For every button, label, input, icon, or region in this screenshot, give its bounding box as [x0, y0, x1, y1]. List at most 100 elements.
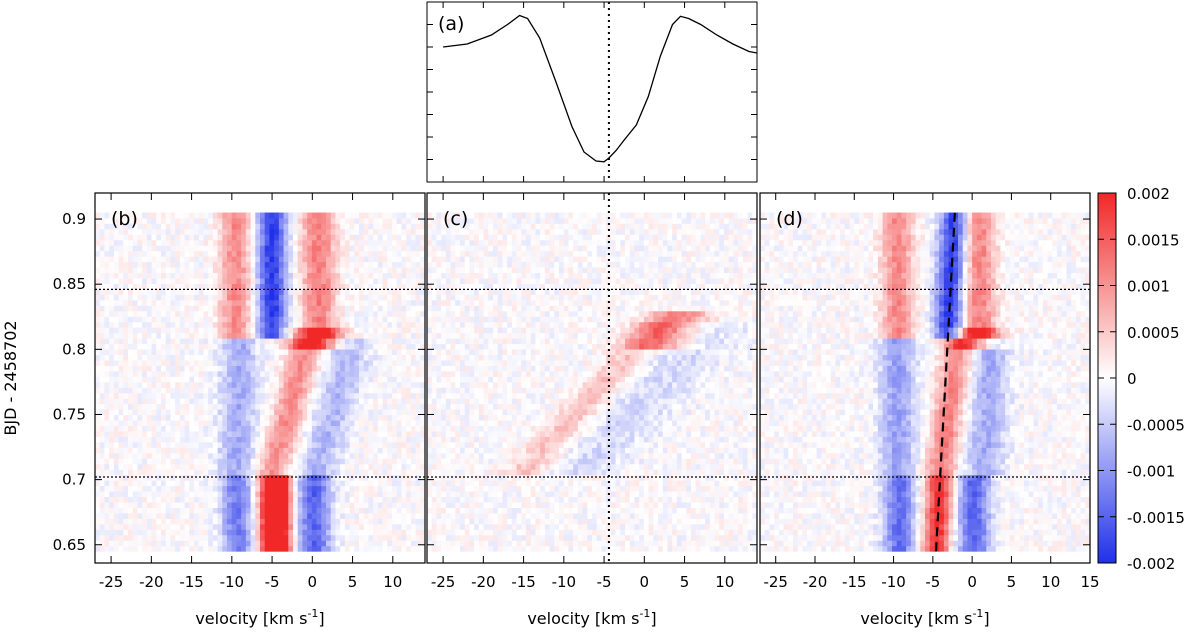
heatmap-cell: [700, 518, 706, 525]
heatmap-cell: [359, 370, 365, 377]
heatmap-cell: [236, 223, 242, 230]
heatmap-cell: [359, 387, 365, 394]
heatmap-cell: [293, 272, 299, 279]
heatmap-cell: [118, 507, 124, 514]
heatmap-cell: [302, 272, 308, 279]
heatmap-cell: [377, 250, 383, 257]
heatmap-cell: [170, 283, 176, 290]
heatmap-cell: [231, 365, 237, 372]
heatmap-cell: [264, 294, 270, 301]
heatmap-cell: [222, 305, 228, 312]
heatmap-cell: [326, 469, 332, 476]
heatmap-cell: [217, 425, 223, 432]
heatmap-cell: [113, 392, 119, 399]
heatmap-cell: [260, 223, 266, 230]
heatmap-cell: [349, 343, 355, 350]
heatmap-cell: [577, 502, 583, 508]
heatmap-cell: [335, 381, 341, 388]
heatmap-cell: [217, 540, 223, 547]
heatmap-cell: [137, 283, 143, 290]
heatmap-cell: [212, 218, 218, 224]
heatmap-cell: [170, 480, 176, 487]
heatmap-cell: [742, 540, 748, 547]
heatmap-cell: [250, 491, 256, 498]
heatmap-cell: [307, 545, 313, 552]
heatmap-cell: [217, 327, 223, 334]
heatmap-cell: [396, 289, 402, 295]
heatmap-cell: [288, 431, 294, 437]
heatmap-cell: [255, 332, 261, 339]
heatmap-cell: [194, 447, 200, 454]
heatmap-cell: [488, 534, 494, 541]
heatmap-cell: [128, 239, 134, 246]
heatmap-cell: [151, 545, 157, 552]
heatmap-cell: [250, 228, 256, 235]
heatmap-cell: [283, 370, 289, 377]
heatmap-cell: [146, 343, 152, 350]
heatmap-cell: [587, 502, 593, 508]
heatmap-cell: [363, 256, 369, 263]
heatmap-cell: [478, 513, 484, 519]
heatmap-cell: [307, 272, 313, 279]
heatmap-cell: [241, 403, 247, 410]
heatmap-cell: [165, 349, 171, 355]
heatmap-cell: [165, 392, 171, 399]
heatmap-cell: [146, 480, 152, 487]
heatmap-cell: [217, 463, 223, 470]
heatmap-cell: [118, 420, 124, 427]
heatmap-cell: [109, 212, 115, 219]
heatmap-cell: [283, 452, 289, 459]
heatmap-cell: [392, 360, 398, 366]
heatmap-cell: [695, 518, 701, 525]
heatmap-cell: [392, 485, 398, 492]
heatmap-cell: [274, 310, 280, 317]
heatmap-cell: [293, 442, 299, 448]
heatmap-cell: [245, 447, 251, 454]
heatmap-cell: [493, 529, 499, 536]
heatmap-cell: [634, 529, 640, 536]
heatmap-cell: [406, 234, 412, 241]
heatmap-cell: [95, 332, 101, 339]
heatmap-cell: [502, 534, 508, 541]
heatmap-cell: [137, 245, 143, 252]
heatmap-cell: [255, 496, 261, 503]
heatmap-cell: [95, 218, 101, 224]
heatmap-cell: [406, 360, 412, 366]
heatmap-cell: [535, 523, 541, 530]
heatmap-cell: [161, 261, 167, 268]
heatmap-cell: [151, 518, 157, 525]
heatmap-cell: [302, 392, 308, 399]
heatmap-cell: [109, 507, 115, 514]
heatmap-cell: [212, 474, 218, 481]
heatmap-cell: [189, 327, 195, 334]
heatmap-cell: [99, 518, 105, 525]
heatmap-cell: [241, 376, 247, 383]
heatmap-cell: [354, 370, 360, 377]
heatmap-cell: [269, 245, 275, 252]
heatmap-cell: [146, 392, 152, 399]
heatmap-cell: [420, 447, 425, 454]
heatmap-cell: [344, 370, 350, 377]
heatmap-cell: [610, 513, 616, 519]
heatmap-cell: [330, 212, 336, 219]
heatmap-cell: [217, 469, 223, 476]
heatmap-cell: [344, 376, 350, 383]
heatmap-cell: [387, 392, 393, 399]
heatmap-cell: [104, 354, 110, 361]
heatmap-cell: [212, 513, 218, 519]
heatmap-cell: [686, 529, 692, 536]
heatmap-cell: [321, 425, 327, 432]
heatmap-cell: [326, 540, 332, 547]
heatmap-cell: [415, 545, 421, 552]
heatmap-cell: [573, 545, 579, 552]
heatmap-cell: [321, 414, 327, 421]
heatmap-cell: [326, 294, 332, 301]
heatmap-cell: [460, 513, 466, 519]
heatmap-cell: [401, 218, 407, 224]
heatmap-cell: [156, 370, 162, 377]
heatmap-cell: [377, 431, 383, 437]
heatmap-cell: [269, 272, 275, 279]
heatmap-cell: [283, 299, 289, 306]
heatmap-cell: [217, 261, 223, 268]
heatmap-cell: [264, 310, 270, 317]
